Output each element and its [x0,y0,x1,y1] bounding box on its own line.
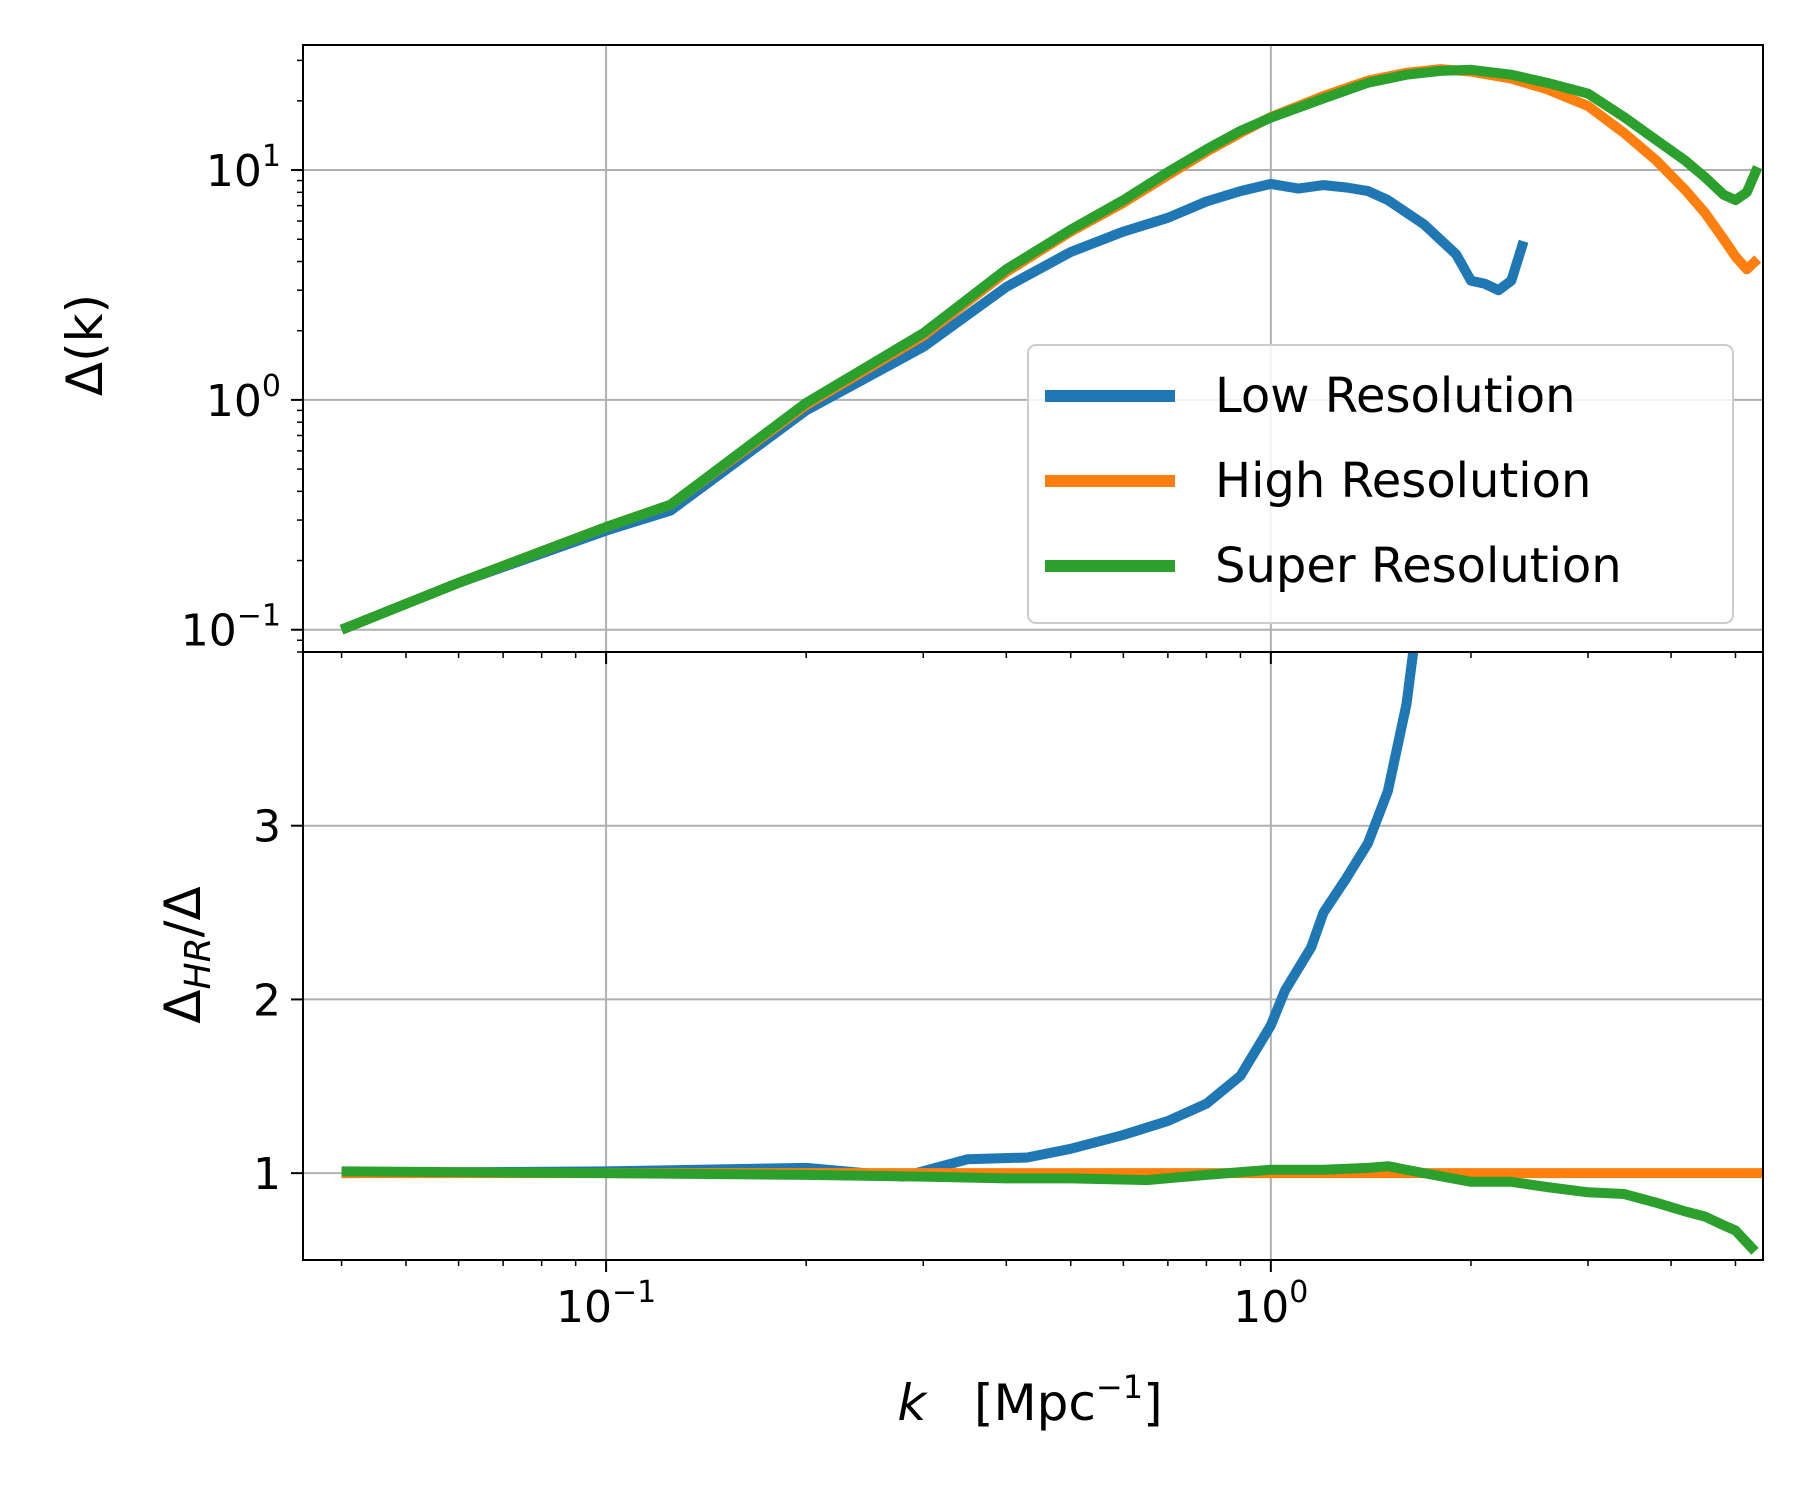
legend-label-super: Super Resolution [1215,538,1622,594]
x-axis-label: k [Mpc−1] [897,1368,1162,1432]
bottom-y-tick-label: 1 [253,1149,281,1200]
bottom-panel-lines [341,652,1763,1255]
top-y-tick-label: 10−1 [181,599,281,657]
legend-label-low: Low Resolution [1215,368,1576,424]
bottom-series-super-resolution [341,1161,1759,1255]
top-panel-ticks: 10−1 100 101 [181,59,1737,664]
bottom-panel-ticks: 10−1 100 1 2 3 [253,802,1737,1333]
legend-label-high: High Resolution [1215,453,1591,509]
legend-box [1027,344,1734,624]
top-y-tick-label: 100 [206,369,281,427]
top-y-axis-label: Δ(k) [56,294,114,396]
top-panel-lines [339,64,1763,635]
bottom-series-low-resolution [341,652,1419,1182]
legend: Low Resolution High Resolution Super Res… [1027,344,1734,624]
top-series-super-resolution [339,64,1763,635]
x-tick-label: 10−1 [556,1275,656,1333]
x-tick-label: 100 [1233,1275,1308,1333]
bottom-y-tick-label: 3 [253,802,281,853]
bottom-panel-frame [302,651,1764,1261]
bottom-y-tick-label: 2 [253,975,281,1026]
top-y-tick-label: 101 [206,139,281,197]
bottom-y-axis-label: ΔHR/Δ [154,886,219,1023]
